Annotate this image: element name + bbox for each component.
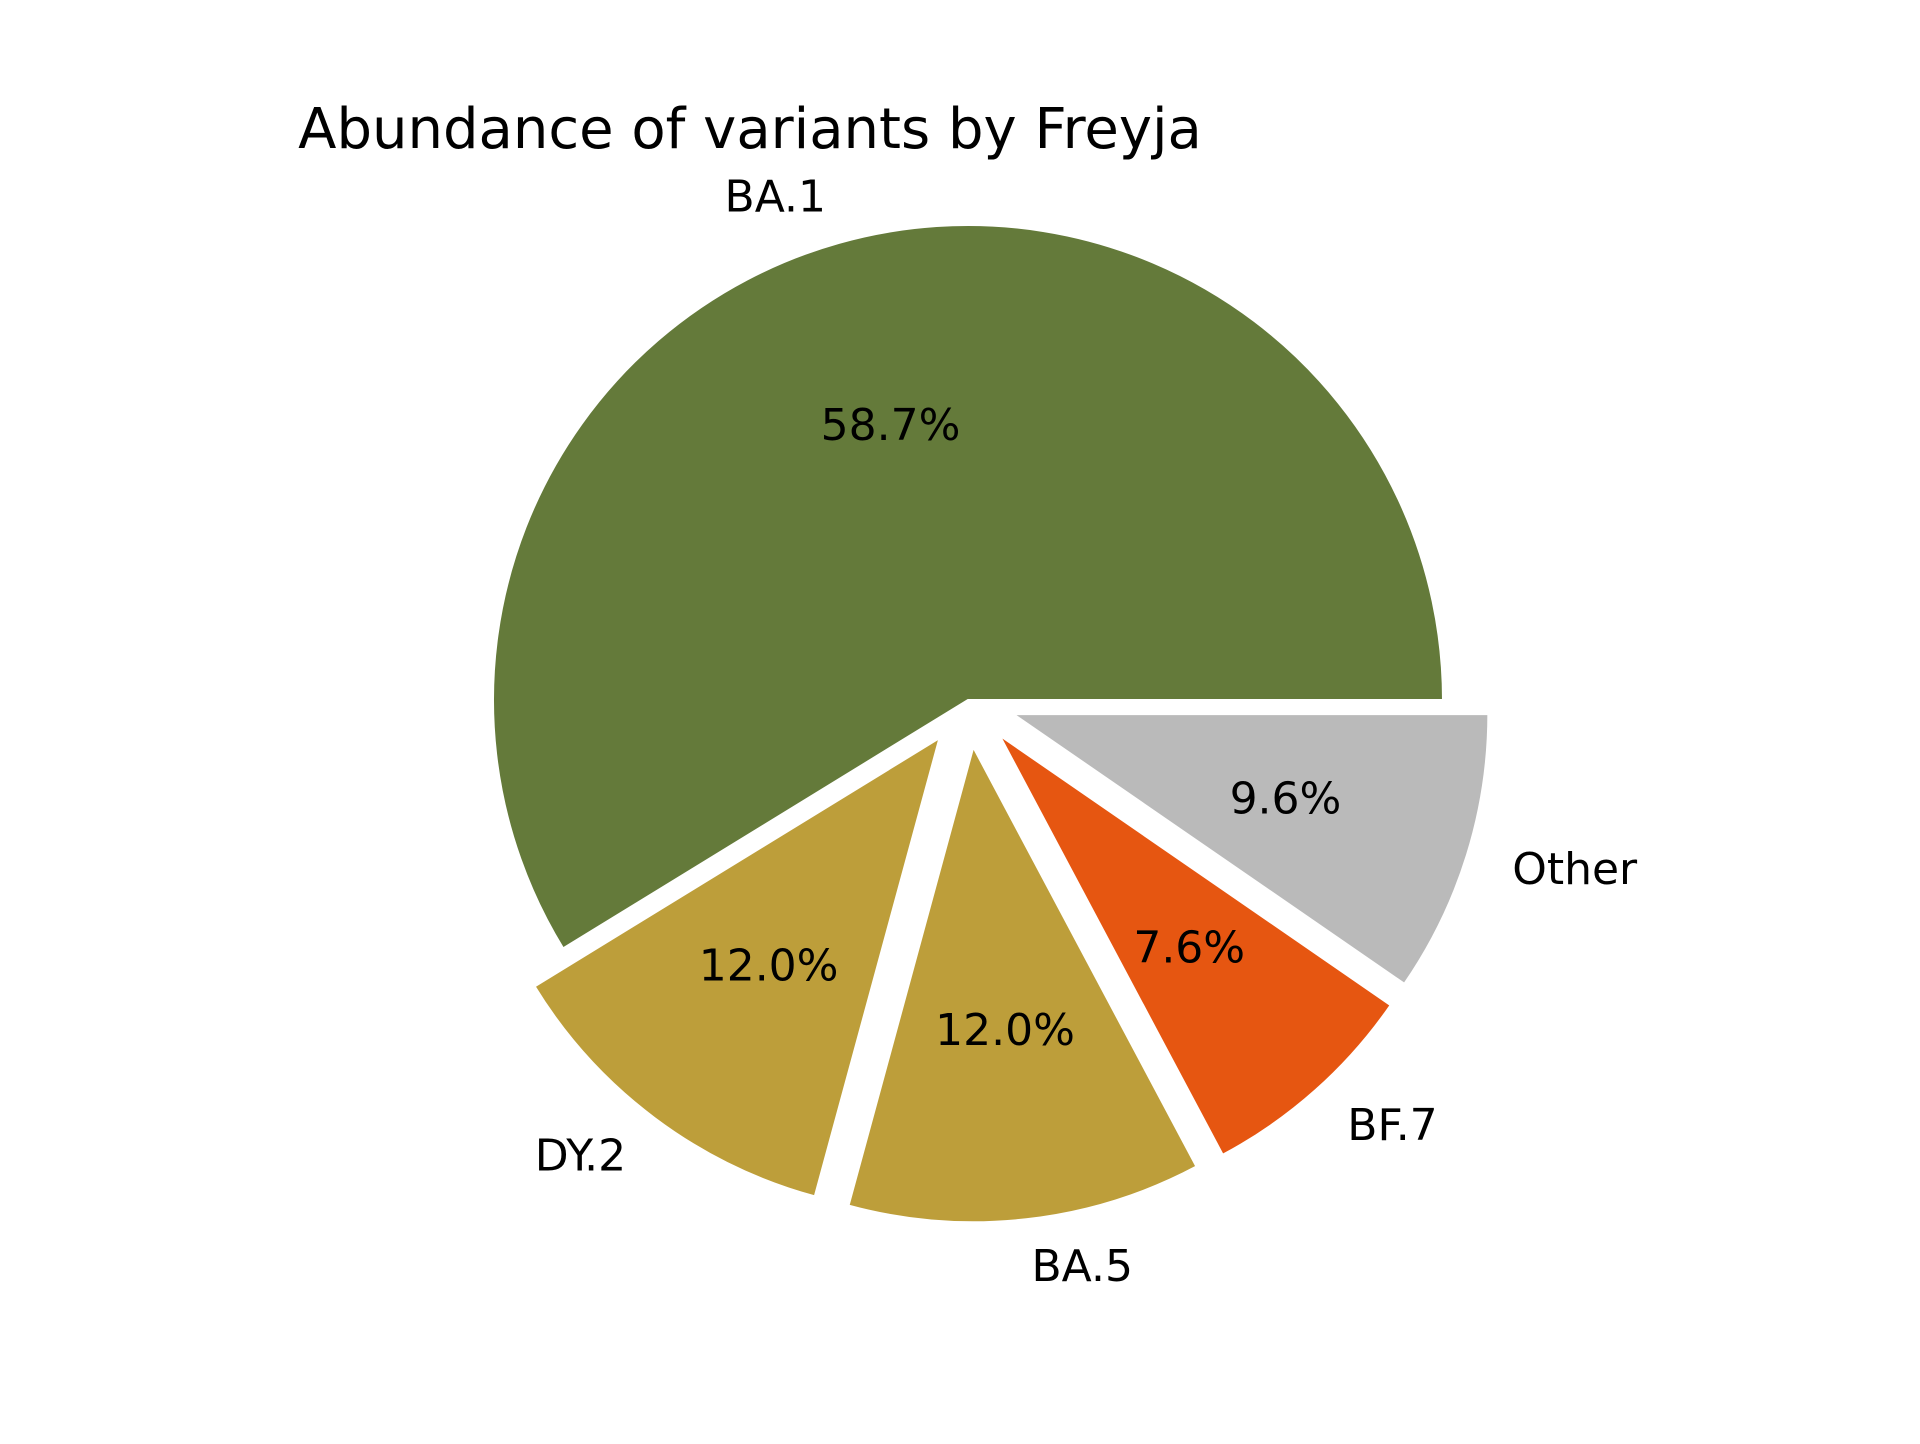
- slice-percent-dy-2: 12.0%: [699, 941, 839, 992]
- pie-slice-dy-2: [533, 735, 942, 1198]
- pie-labels: BA.1 58.7% DY.2 12.0% BA.5 12.0% BF.7 7.6% Other…: [535, 172, 1638, 1292]
- chart-title: Abundance of variants by Freyja: [298, 97, 1202, 162]
- slice-percent-ba-5: 12.0%: [935, 1005, 1075, 1056]
- pie-slice-bf-7: [998, 734, 1393, 1157]
- pie-slice-ba-5: [847, 744, 1198, 1224]
- slice-label-dy-2: DY.2: [535, 1131, 626, 1182]
- slice-label-bf-7: BF.7: [1347, 1100, 1437, 1151]
- slice-label-ba-5: BA.5: [1032, 1241, 1134, 1292]
- slice-percent-bf-7: 7.6%: [1133, 923, 1245, 974]
- slice-percent-other: 9.6%: [1230, 773, 1342, 824]
- pie-slice-other: [1010, 713, 1490, 986]
- slice-percent-ba-1: 58.7%: [821, 400, 961, 451]
- slice-label-other: Other: [1512, 844, 1638, 895]
- slice-label-ba-1: BA.1: [725, 172, 827, 223]
- pie-slice-ba-1: [492, 224, 1445, 950]
- pie-slices: [492, 224, 1490, 1224]
